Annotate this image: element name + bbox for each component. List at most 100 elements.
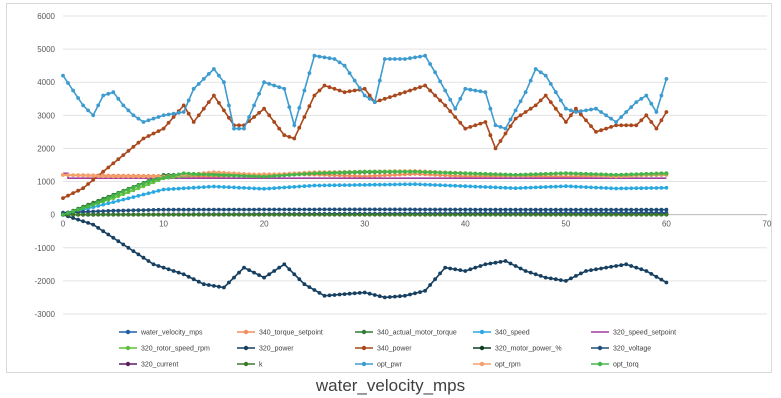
data-point: [594, 172, 598, 177]
data-point: [377, 212, 382, 217]
data-point: [277, 212, 282, 217]
data-point: [518, 99, 523, 104]
series-opt-torq: [61, 169, 669, 217]
data-point: [428, 182, 432, 187]
data-point: [523, 110, 528, 114]
data-point: [634, 100, 639, 104]
data-point: [151, 116, 156, 121]
data-point: [533, 272, 538, 277]
x-tick-label: 0: [61, 220, 66, 229]
data-point: [543, 212, 548, 217]
data-point: [126, 212, 131, 217]
data-point: [483, 207, 488, 212]
data-point: [212, 184, 216, 189]
data-point: [488, 185, 493, 190]
x-tick-label: 50: [561, 220, 570, 229]
data-point: [222, 108, 226, 113]
data-point: [468, 207, 473, 212]
data-point: [176, 207, 181, 212]
data-point: [367, 169, 372, 174]
data-point: [498, 172, 503, 177]
data-point: [423, 182, 427, 187]
data-point: [493, 212, 498, 217]
data-point: [428, 88, 432, 93]
data-point: [388, 207, 392, 212]
data-point: [146, 212, 151, 217]
data-point: [96, 200, 101, 205]
data-point: [287, 173, 292, 177]
data-point: [659, 118, 664, 123]
data-point: [458, 212, 463, 217]
data-point: [443, 88, 448, 93]
data-point: [161, 207, 166, 212]
data-point: [106, 232, 111, 237]
data-point: [126, 108, 131, 113]
data-point: [413, 207, 417, 212]
data-point: [171, 173, 176, 178]
data-point: [523, 207, 528, 212]
data-point: [634, 265, 639, 270]
x-tick-label: 20: [260, 220, 269, 229]
data-point: [372, 182, 377, 187]
data-point: [528, 78, 533, 83]
data-point: [347, 71, 352, 75]
data-point: [322, 293, 327, 298]
data-point: [624, 172, 629, 177]
data-point: [342, 90, 347, 95]
x-axis-title: water_velocity_mps: [315, 376, 466, 395]
data-point: [322, 55, 327, 60]
data-point: [558, 113, 563, 118]
data-point: [81, 210, 85, 214]
data-point: [61, 73, 65, 78]
data-point: [518, 172, 523, 177]
data-point: [468, 212, 473, 217]
data-point: [81, 212, 85, 217]
y-tick-label: 5000: [37, 45, 55, 54]
data-point: [252, 186, 256, 191]
data-point: [141, 192, 146, 197]
data-point: [473, 171, 478, 176]
data-point: [116, 191, 121, 196]
data-point: [317, 212, 322, 217]
data-point: [307, 171, 312, 176]
data-point: [131, 174, 136, 179]
data-point: [312, 93, 317, 98]
data-point: [604, 207, 608, 212]
data-point: [428, 207, 432, 212]
data-point: [267, 272, 272, 277]
legend-entry: 320_rotor_speed_rpm: [119, 346, 210, 353]
data-point: [186, 186, 191, 190]
data-point: [222, 80, 226, 85]
data-point: [227, 173, 231, 178]
data-point: [478, 207, 483, 212]
data-point: [433, 183, 437, 187]
data-point: [96, 226, 101, 230]
data-point: [413, 182, 417, 187]
data-point: [362, 86, 367, 91]
data-point: [579, 112, 583, 117]
data-point: [101, 212, 106, 217]
y-tick-label: -2000: [35, 277, 56, 286]
data-point: [131, 188, 136, 193]
data-point: [619, 172, 624, 177]
data-point: [111, 212, 116, 217]
data-point: [337, 212, 342, 217]
data-point: [493, 207, 498, 212]
data-point: [533, 207, 538, 212]
data-point: [604, 186, 608, 190]
data-point: [413, 55, 417, 60]
data-point: [518, 113, 523, 118]
data-point: [448, 207, 453, 212]
legend-label: water_velocity_mps: [140, 330, 203, 337]
data-point: [594, 207, 598, 212]
data-point: [252, 270, 256, 275]
data-point: [473, 123, 478, 128]
data-point: [443, 103, 448, 108]
data-point: [377, 78, 382, 83]
data-point: [463, 171, 468, 176]
data-point: [398, 172, 402, 177]
data-point: [257, 212, 261, 217]
data-point: [302, 207, 307, 212]
data-point: [599, 212, 603, 217]
data-point: [634, 123, 639, 128]
